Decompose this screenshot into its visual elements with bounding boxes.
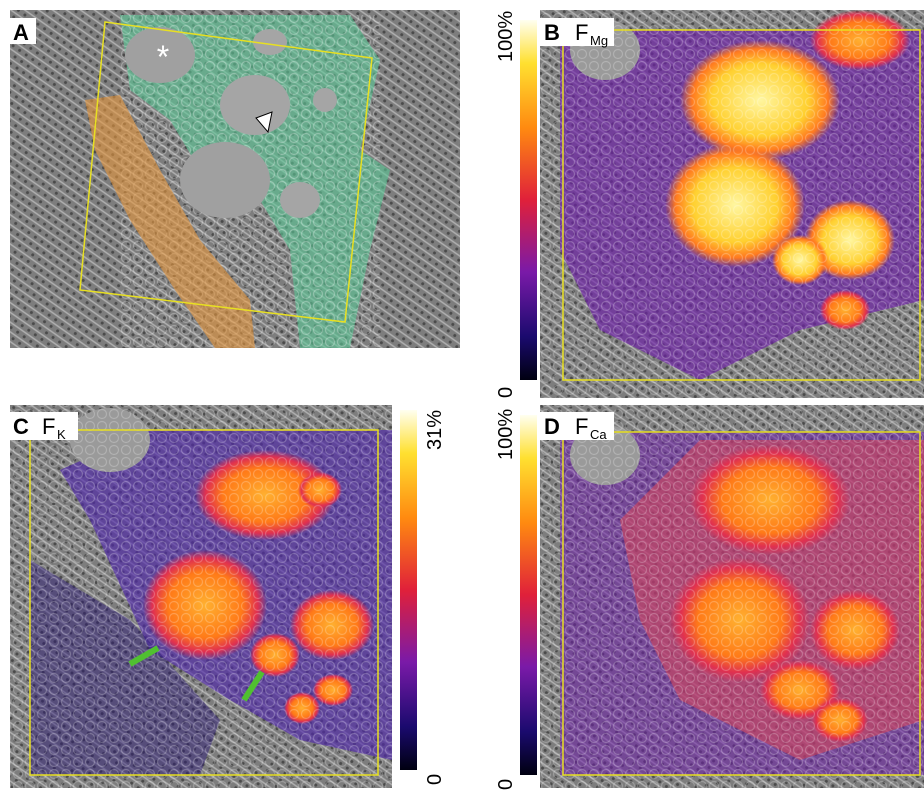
- scale-min: 0: [495, 779, 517, 790]
- symbol: F: [42, 414, 55, 439]
- element: Ca: [590, 427, 607, 442]
- figure: * A 100% 0 B F Mg 31% 0 C F K 100% 0 D F…: [0, 0, 924, 793]
- colorbar: [520, 415, 537, 775]
- panel-c-image: [10, 405, 392, 788]
- symbol: F: [575, 414, 588, 439]
- panel-label: D: [544, 414, 560, 439]
- panel-label: A: [13, 20, 29, 45]
- colorbar: [520, 20, 537, 380]
- symbol: F: [575, 20, 588, 45]
- scale-min: 0: [495, 387, 517, 398]
- panel-label: C: [13, 414, 29, 439]
- scale-max: 100%: [495, 11, 517, 62]
- scale-max: 100%: [495, 409, 517, 460]
- panel-label: B: [544, 20, 560, 45]
- panel-d-image: [540, 405, 924, 788]
- scale-max: 31%: [424, 410, 446, 450]
- element: Mg: [590, 33, 608, 48]
- annotation-asterisk: *: [157, 39, 169, 75]
- panel-b-image: [540, 10, 924, 398]
- panel-a-image: [10, 10, 460, 348]
- element: K: [57, 427, 66, 442]
- scale-min: 0: [424, 774, 446, 785]
- colorbar: [400, 410, 417, 770]
